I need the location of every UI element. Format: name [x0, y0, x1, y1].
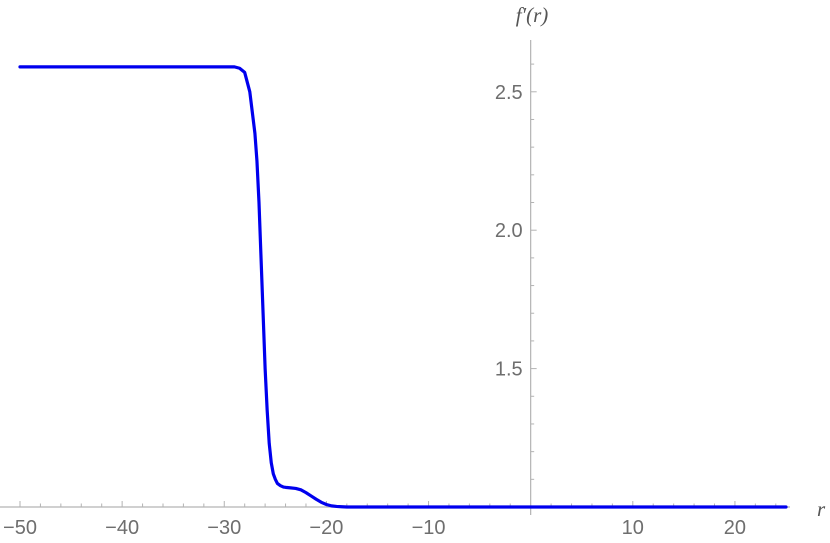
tick-marks [19, 63, 777, 507]
x-axis-label: r [817, 497, 826, 521]
y-axis-label: f′(r) [516, 3, 549, 27]
x-tick-label: −20 [309, 517, 343, 539]
y-tick-label: 1.5 [495, 359, 523, 381]
y-tick-label: 2.0 [495, 220, 523, 242]
axes [0, 40, 790, 515]
x-tick-label: 10 [622, 517, 644, 539]
tick-labels: −50 −40 −30 −20 −10 10 20 1.5 2.0 2.5 [3, 82, 746, 539]
x-tick-label: −50 [3, 517, 37, 539]
x-tick-label: 20 [724, 517, 746, 539]
series-layer [18, 65, 788, 509]
series-line-0 [18, 65, 788, 509]
y-tick-label: 2.5 [495, 82, 523, 104]
x-tick-label: −30 [207, 517, 241, 539]
x-tick-label: −10 [412, 517, 446, 539]
x-tick-label: −40 [105, 517, 139, 539]
